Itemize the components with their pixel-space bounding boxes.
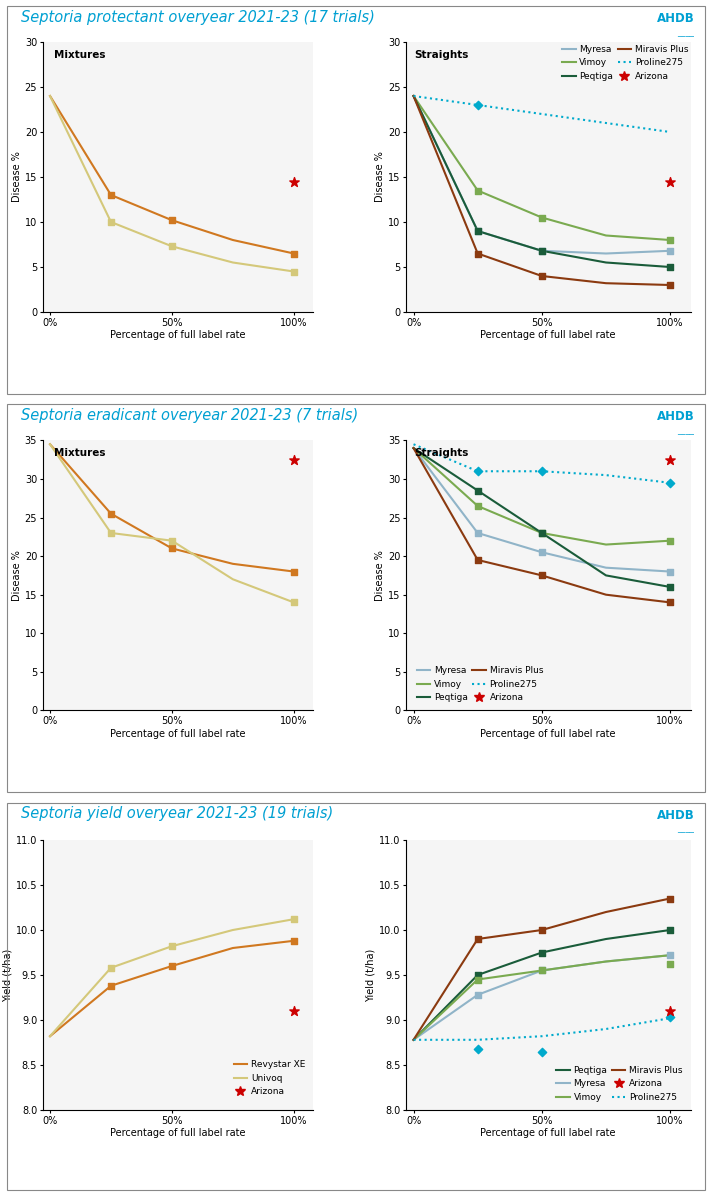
Y-axis label: Disease %: Disease % <box>375 550 385 601</box>
Point <box>288 450 300 469</box>
Point <box>105 504 117 523</box>
Legend: Myresa, Vimoy, Peqtiga, Miravis Plus, Proline275, Arizona: Myresa, Vimoy, Peqtiga, Miravis Plus, Pr… <box>558 41 692 84</box>
Point <box>166 532 177 551</box>
Point <box>166 956 177 976</box>
Text: Straights: Straights <box>414 50 468 60</box>
Text: ────: ──── <box>677 830 694 836</box>
Text: AHDB: AHDB <box>656 809 694 822</box>
Text: Septoria yield overyear 2021-23 (19 trials): Septoria yield overyear 2021-23 (19 tria… <box>21 806 334 821</box>
Point <box>536 943 548 962</box>
Point <box>472 985 483 1004</box>
Point <box>664 275 676 294</box>
Point <box>664 1008 676 1027</box>
Point <box>664 473 676 492</box>
Legend: Peqtiga, Myresa, Vimoy, Miravis Plus, Arizona, Proline275: Peqtiga, Myresa, Vimoy, Miravis Plus, Ar… <box>553 1062 686 1105</box>
Point <box>664 577 676 596</box>
Point <box>166 936 177 955</box>
Point <box>664 450 676 469</box>
Legend: Myresa, Vimoy, Peqtiga, Miravis Plus, Proline275, Arizona: Myresa, Vimoy, Peqtiga, Miravis Plus, Pr… <box>413 662 547 706</box>
Y-axis label: Disease %: Disease % <box>12 151 22 203</box>
Text: ────: ──── <box>677 34 694 40</box>
Point <box>288 910 300 929</box>
Point <box>664 1001 676 1020</box>
Point <box>472 970 483 989</box>
Legend: Arizona, Revystar XE, Univoq: Arizona, Revystar XE, Univoq <box>473 445 553 488</box>
X-axis label: Percentage of full label rate: Percentage of full label rate <box>110 1128 246 1139</box>
Point <box>664 889 676 908</box>
Point <box>288 1001 300 1020</box>
Point <box>166 211 177 230</box>
Point <box>536 961 548 980</box>
Point <box>536 208 548 227</box>
Point <box>536 1042 548 1061</box>
Point <box>288 244 300 263</box>
Point <box>288 931 300 950</box>
Point <box>664 562 676 581</box>
Point <box>288 172 300 191</box>
Point <box>166 539 177 558</box>
X-axis label: Percentage of full label rate: Percentage of full label rate <box>110 728 246 739</box>
Point <box>664 532 676 551</box>
Point <box>664 172 676 191</box>
Text: Mixtures: Mixtures <box>53 50 105 60</box>
Point <box>472 462 483 481</box>
Text: Straights: Straights <box>414 449 468 458</box>
Point <box>472 221 483 240</box>
Point <box>472 551 483 570</box>
Text: AHDB: AHDB <box>656 410 694 424</box>
Point <box>105 958 117 977</box>
Point <box>472 929 483 948</box>
Point <box>664 946 676 965</box>
Point <box>288 562 300 581</box>
Text: Septoria protectant overyear 2021-23 (17 trials): Septoria protectant overyear 2021-23 (17… <box>21 10 375 24</box>
Text: Septoria eradicant overyear 2021-23 (7 trials): Septoria eradicant overyear 2021-23 (7 t… <box>21 408 359 422</box>
Point <box>288 593 300 612</box>
Y-axis label: Yield (t/ha): Yield (t/ha) <box>366 948 376 1002</box>
X-axis label: Percentage of full label rate: Percentage of full label rate <box>481 728 616 739</box>
Point <box>536 266 548 286</box>
Point <box>536 241 548 260</box>
Y-axis label: Disease %: Disease % <box>12 550 22 601</box>
Point <box>288 262 300 281</box>
X-axis label: Percentage of full label rate: Percentage of full label rate <box>481 330 616 341</box>
Point <box>472 221 483 240</box>
Point <box>105 523 117 542</box>
Y-axis label: Yield (t/ha): Yield (t/ha) <box>3 948 13 1002</box>
Point <box>536 565 548 584</box>
Point <box>664 920 676 940</box>
Point <box>536 542 548 562</box>
Point <box>536 523 548 542</box>
Point <box>472 95 483 114</box>
Y-axis label: Disease %: Disease % <box>375 151 385 203</box>
Legend: Arizona, Revystar XE, Univoq: Arizona, Revystar XE, Univoq <box>473 47 553 90</box>
Point <box>536 961 548 980</box>
Point <box>472 497 483 516</box>
Point <box>105 185 117 204</box>
Text: Mixtures: Mixtures <box>53 449 105 458</box>
Point <box>536 920 548 940</box>
Point <box>664 230 676 250</box>
Point <box>664 241 676 260</box>
Legend: Revystar XE, Univoq, Arizona: Revystar XE, Univoq, Arizona <box>230 1057 309 1100</box>
Point <box>664 257 676 276</box>
Point <box>472 244 483 263</box>
Point <box>472 965 483 984</box>
Point <box>105 212 117 232</box>
Point <box>536 523 548 542</box>
X-axis label: Percentage of full label rate: Percentage of full label rate <box>481 1128 616 1139</box>
Text: ────: ──── <box>677 432 694 438</box>
Point <box>536 241 548 260</box>
Point <box>472 523 483 542</box>
X-axis label: Percentage of full label rate: Percentage of full label rate <box>110 330 246 341</box>
Point <box>536 462 548 481</box>
Point <box>105 976 117 995</box>
Point <box>166 236 177 256</box>
Point <box>664 593 676 612</box>
Point <box>664 955 676 974</box>
Point <box>472 181 483 200</box>
Point <box>472 1039 483 1058</box>
Point <box>472 481 483 500</box>
Text: AHDB: AHDB <box>656 12 694 25</box>
